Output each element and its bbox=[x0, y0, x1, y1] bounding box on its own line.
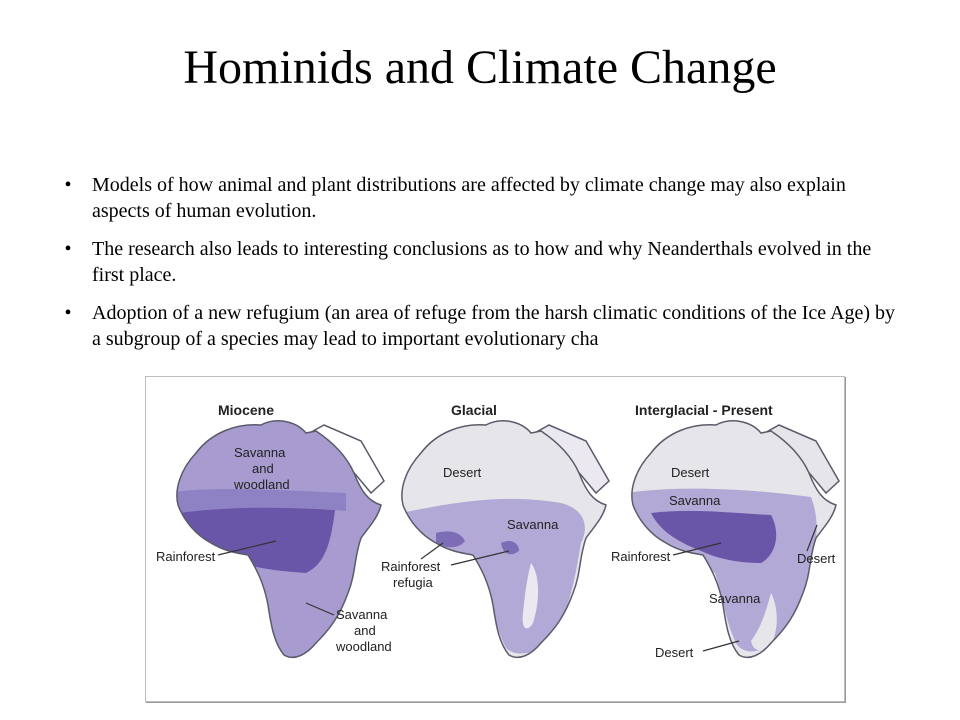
map-label: and bbox=[252, 461, 274, 476]
maps-svg: Miocene Savanna and woodland Rainforest … bbox=[156, 402, 840, 660]
map-label: Savanna bbox=[669, 493, 721, 508]
bullet-list: • Models of how animal and plant distrib… bbox=[58, 172, 898, 364]
map-title: Interglacial - Present bbox=[635, 402, 773, 418]
map-label: Desert bbox=[671, 465, 710, 480]
bullet-marker: • bbox=[64, 174, 72, 196]
map-label: Rainforest bbox=[156, 549, 216, 564]
map-label: Savanna bbox=[709, 591, 761, 606]
map-label: and bbox=[354, 623, 376, 638]
map-label: Desert bbox=[797, 551, 836, 566]
map-title: Miocene bbox=[218, 402, 274, 418]
bullet-text: Models of how animal and plant distribut… bbox=[92, 174, 846, 222]
bullet-item: • The research also leads to interesting… bbox=[58, 236, 898, 288]
map-glacial: Glacial Desert Savanna Rainforest refugi… bbox=[381, 402, 610, 659]
bullet-item: • Models of how animal and plant distrib… bbox=[58, 172, 898, 224]
bullet-text: The research also leads to interesting c… bbox=[92, 238, 872, 286]
glacial-regions bbox=[401, 420, 607, 658]
map-miocene: Miocene Savanna and woodland Rainforest … bbox=[156, 402, 392, 659]
map-label: Savanna bbox=[234, 445, 286, 460]
map-label: Savanna bbox=[336, 607, 388, 622]
map-label: Savanna bbox=[507, 517, 559, 532]
map-label: Rainforest bbox=[611, 549, 671, 564]
map-label: woodland bbox=[233, 477, 290, 492]
map-label: Rainforest bbox=[381, 559, 441, 574]
bullet-marker: • bbox=[64, 238, 72, 260]
map-title: Glacial bbox=[451, 402, 497, 418]
map-interglacial: Interglacial - Present Desert Savanna Ra… bbox=[611, 402, 840, 660]
bullet-marker: • bbox=[64, 302, 72, 324]
slide-title: Hominids and Climate Change bbox=[183, 41, 777, 94]
map-label: Desert bbox=[655, 645, 694, 660]
map-label: woodland bbox=[335, 639, 392, 654]
map-label: Desert bbox=[443, 465, 482, 480]
map-label: refugia bbox=[393, 575, 434, 590]
bullet-item: • Adoption of a new refugium (an area of… bbox=[58, 300, 898, 352]
bullet-text: Adoption of a new refugium (an area of r… bbox=[92, 302, 896, 350]
africa-climate-maps-figure: Miocene Savanna and woodland Rainforest … bbox=[145, 376, 845, 702]
